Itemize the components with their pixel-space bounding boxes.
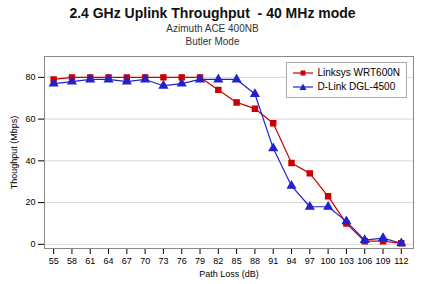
svg-text:88: 88: [250, 256, 260, 266]
svg-text:103: 103: [339, 256, 354, 266]
svg-text:61: 61: [85, 256, 95, 266]
svg-text:64: 64: [104, 256, 114, 266]
svg-text:70: 70: [140, 256, 150, 266]
svg-text:40: 40: [25, 156, 35, 166]
html-text:2.4 GHz Uplink Throughput - 40: 2.4 GHz Uplink Throughput - 40 MHz mode: [69, 5, 356, 21]
svg-text:109: 109: [375, 256, 390, 266]
html-text:Linksys WRT600N: Linksys WRT600N: [317, 67, 400, 78]
html-text:D-Link DGL-4500: D-Link DGL-4500: [317, 81, 396, 92]
svg-text:60: 60: [25, 114, 35, 124]
html-text:Butler Mode: Butler Mode: [185, 36, 240, 47]
svg-text:91: 91: [268, 256, 278, 266]
svg-text:100: 100: [321, 256, 336, 266]
svg-text:85: 85: [232, 256, 242, 266]
svg-text:94: 94: [287, 256, 297, 266]
svg-text:0: 0: [30, 239, 35, 249]
svg-text:76: 76: [177, 256, 187, 266]
svg-text:106: 106: [357, 256, 372, 266]
svg-text:80: 80: [25, 72, 35, 82]
svg-text:Thoughput (Mbps): Thoughput (Mbps): [9, 116, 19, 190]
html-text:Azimuth ACE 400NB: Azimuth ACE 400NB: [166, 23, 259, 34]
svg-text:20: 20: [25, 197, 35, 207]
svg-text:79: 79: [195, 256, 205, 266]
svg-text:58: 58: [67, 256, 77, 266]
svg-text:73: 73: [158, 256, 168, 266]
svg-text:82: 82: [213, 256, 223, 266]
svg-text:Path Loss (dB): Path Loss (dB): [199, 269, 259, 279]
svg-text:112: 112: [394, 256, 408, 266]
svg-text:67: 67: [122, 256, 132, 266]
svg-text:55: 55: [49, 256, 59, 266]
svg-text:97: 97: [305, 256, 315, 266]
